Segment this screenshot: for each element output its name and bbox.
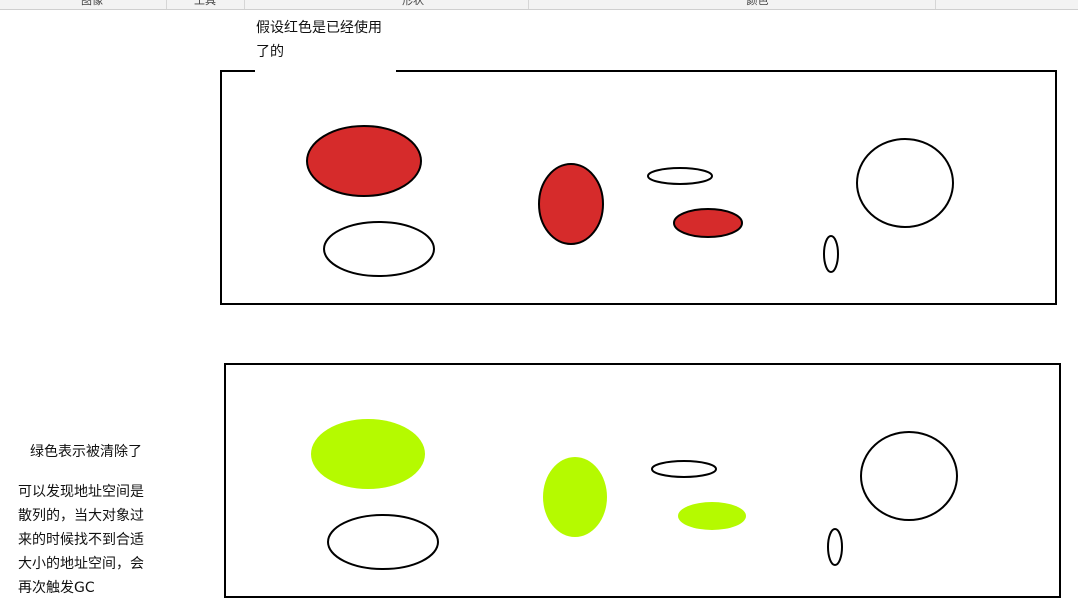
before-gc-object-free-5 xyxy=(856,138,954,228)
after-gc-object-cleared-4 xyxy=(678,502,746,530)
before-gc-object-used-4 xyxy=(673,208,743,238)
top-caption: 假设红色是已经使用 了的 xyxy=(256,20,382,60)
after-gc-object-cleared-2 xyxy=(543,457,607,537)
before-gc-object-used-2 xyxy=(538,163,604,245)
toolbar-tab-colors[interactable]: 颜色 xyxy=(580,0,936,9)
legend-green-caption: 绿色表示被清除了 xyxy=(30,444,142,460)
after-gc-object-cleared-0 xyxy=(311,419,425,489)
toolbar-strip: 图像 工具 形状 颜色 xyxy=(0,0,1078,10)
after-gc-panel-border xyxy=(224,363,1061,598)
toolbar-tab-image[interactable]: 图像 xyxy=(18,0,167,9)
after-gc-object-free-1 xyxy=(327,514,439,570)
after-gc-object-free-6 xyxy=(827,528,843,566)
after-gc-objects xyxy=(311,419,958,570)
explanation-caption: 可以发现地址空间是 散列的，当大对象过 来的时候找不到合适 大小的地址空间，会 … xyxy=(18,484,144,596)
before-gc-object-free-3 xyxy=(647,167,713,185)
before-gc-panel-border xyxy=(220,70,1057,305)
before-gc-object-free-1 xyxy=(323,221,435,277)
before-gc-object-free-6 xyxy=(823,235,839,273)
toolbar-tab-shapes[interactable]: 形状 xyxy=(298,0,529,9)
after-gc-object-free-3 xyxy=(651,460,717,478)
before-gc-object-used-0 xyxy=(306,125,422,197)
toolbar-tab-tools[interactable]: 工具 xyxy=(166,0,245,9)
before-gc-objects xyxy=(306,125,954,277)
after-gc-object-free-5 xyxy=(860,431,958,521)
